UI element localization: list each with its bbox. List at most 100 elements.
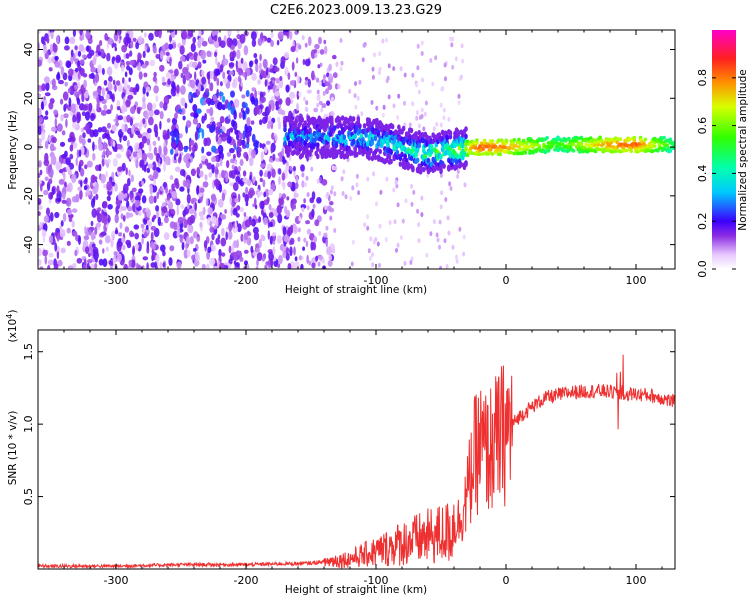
spectrogram-cell	[66, 227, 71, 234]
spectrogram-cell	[301, 180, 305, 188]
spectrogram-cell	[165, 72, 172, 79]
spectrogram-cell	[341, 191, 345, 196]
colorbar-tick-label: 0.0	[696, 260, 709, 278]
spectrogram-cell	[103, 202, 108, 208]
spectrogram-cell	[238, 112, 242, 119]
spectrogram-cell	[61, 199, 67, 204]
spectrogram-cell	[168, 201, 173, 211]
spectrogram-cell	[133, 224, 140, 230]
spectrogram-cell	[415, 147, 420, 153]
spectrogram-cell	[108, 76, 113, 83]
spectrogram-cell	[56, 35, 60, 44]
spectrogram-cell	[373, 154, 378, 161]
spectrogram-cell	[112, 140, 116, 148]
spectrogram-cell	[211, 145, 217, 153]
spectrogram-cell	[48, 67, 53, 72]
spectrogram-cell	[150, 231, 154, 242]
spectrogram-cell	[196, 90, 201, 96]
spectrogram-cell	[265, 140, 271, 145]
spectrogram-cell	[267, 85, 271, 90]
spectrogram-cell	[131, 187, 137, 192]
spectrogram-cell	[473, 146, 478, 150]
spectrogram-cell	[328, 152, 333, 158]
spectrogram-cell	[326, 246, 332, 256]
spectrogram-cell	[278, 176, 281, 185]
spectrogram-cell	[230, 90, 235, 98]
spectrogram-cell	[319, 117, 323, 124]
spectrogram-cell	[323, 103, 327, 109]
spectrogram-cell	[246, 237, 252, 246]
spectrogram-cell	[113, 42, 117, 48]
spectrogram-cell	[425, 252, 429, 258]
spectrogram-cell	[122, 135, 128, 142]
spectrogram-cell	[177, 216, 184, 224]
spectrogram-cell	[143, 218, 148, 225]
spectrogram-cell	[330, 185, 334, 191]
spectrogram-cell	[132, 37, 137, 42]
snr-scale-label: (x104)	[5, 310, 19, 343]
spectrogram-cell	[47, 264, 51, 269]
spectrogram-cell	[330, 127, 334, 133]
spectrogram-cell	[280, 56, 286, 66]
spectrogram-cell	[38, 205, 43, 210]
spectrogram-cell	[351, 185, 355, 191]
spectrogram-cell	[314, 53, 318, 58]
spectrogram-cell	[199, 163, 203, 169]
x-tick-label: -200	[234, 574, 259, 587]
spectrogram-cell	[146, 208, 152, 218]
spectrogram-cell	[172, 183, 176, 190]
spectrogram-cell	[447, 230, 451, 236]
spectrogram-cell	[278, 254, 283, 265]
spectrogram-cell	[214, 168, 219, 175]
spectrogram-cell	[122, 77, 125, 84]
spectrogram-cell	[91, 243, 96, 248]
y-tick-label: -20	[22, 187, 35, 205]
spectrogram-cell	[287, 146, 292, 153]
snr-frame	[37, 329, 676, 570]
spectrogram-cell	[50, 31, 54, 40]
spectrogram-cell	[51, 186, 55, 196]
spectrogram-cell	[142, 256, 149, 261]
spectrogram-cell	[366, 214, 369, 220]
spectrogram-cell	[144, 45, 147, 52]
spectrogram-cell	[439, 204, 443, 210]
spectrogram-cell	[259, 119, 263, 126]
spectrogram-cell	[293, 246, 296, 256]
spectrogram-cell	[251, 96, 255, 105]
spectrogram-cell	[121, 64, 125, 73]
spectrogram-cell	[340, 176, 344, 182]
spectrogram-cell	[92, 129, 99, 138]
spectrogram-cell	[77, 186, 82, 191]
spectrogram-cell	[289, 237, 295, 245]
spectrogram-cell	[269, 221, 273, 228]
spectrogram-cell	[456, 174, 460, 179]
spectrogram-cell	[278, 196, 284, 206]
spectrogram-cell	[397, 93, 401, 99]
spectrogram-cell	[242, 143, 247, 149]
spectrogram-cell	[130, 259, 136, 268]
spectrogram-cell	[444, 197, 448, 202]
spectrogram-cell	[220, 237, 227, 247]
spectrogram-cell	[316, 178, 320, 184]
spectrogram-cell	[668, 149, 673, 153]
spectrogram-cell	[76, 111, 81, 120]
spectrogram-cell	[259, 163, 266, 168]
spectrogram-cell	[173, 153, 177, 161]
spectrogram-cell	[110, 104, 113, 111]
spectrogram-cell	[231, 119, 236, 127]
spectrogram-cell	[159, 157, 163, 165]
spectrogram-cell	[159, 101, 164, 109]
spectrogram-cell	[106, 109, 112, 115]
spectrogram-cell	[265, 261, 272, 266]
spectrogram-cell	[198, 30, 202, 37]
spectrogram-cell	[324, 81, 331, 86]
spectrogram-cell	[97, 207, 102, 212]
spectrogram-cell	[152, 76, 157, 82]
spectrogram-cell	[71, 208, 78, 213]
spectrogram-cell	[135, 130, 141, 136]
spectrogram-cell	[119, 222, 123, 230]
spectrogram-cell	[115, 153, 122, 159]
spectrogram-cell	[245, 201, 249, 207]
spectrogram-cell	[89, 263, 95, 269]
spectrogram-cell	[329, 201, 334, 206]
